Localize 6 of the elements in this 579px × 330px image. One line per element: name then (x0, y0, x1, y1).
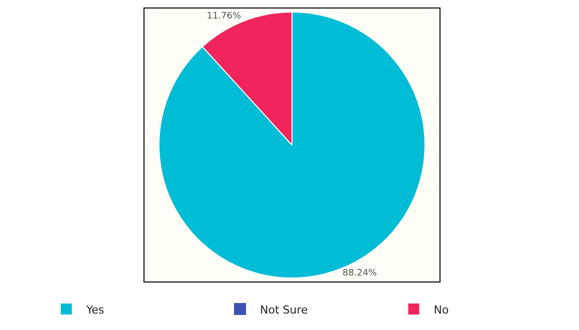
data-label: 11.76% (206, 12, 242, 22)
legend-label: Yes (85, 303, 104, 316)
pie-slice (158, 12, 426, 278)
legend-label: No (434, 303, 449, 316)
legend-label: Not Sure (260, 303, 308, 316)
data-label: 88.24% (342, 268, 378, 278)
